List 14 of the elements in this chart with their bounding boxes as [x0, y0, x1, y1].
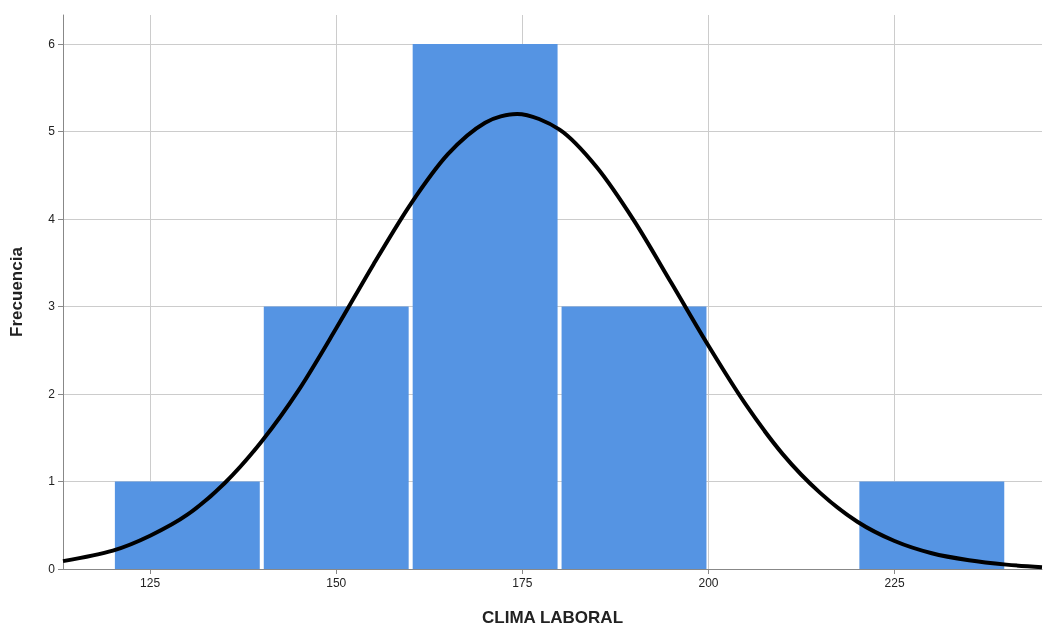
y-tick-label: 6 — [48, 36, 56, 51]
x-tick-label: 175 — [512, 576, 533, 590]
x-tick-label: 150 — [326, 576, 347, 590]
x-tick-label: 225 — [884, 576, 905, 590]
y-tick-label: 0 — [48, 562, 56, 576]
x-axis-title: CLIMA LABORAL — [481, 608, 624, 627]
y-axis-title: Frecuencia — [7, 246, 26, 337]
y-tick-label: 1 — [48, 474, 56, 489]
y-tick-label: 5 — [48, 124, 56, 139]
x-tick-label: 200 — [698, 576, 719, 590]
y-tick-label: 2 — [48, 386, 56, 401]
y-tick-label: 4 — [48, 211, 56, 226]
x-tick-label: 125 — [140, 576, 161, 590]
y-tick-label: 3 — [48, 299, 56, 314]
